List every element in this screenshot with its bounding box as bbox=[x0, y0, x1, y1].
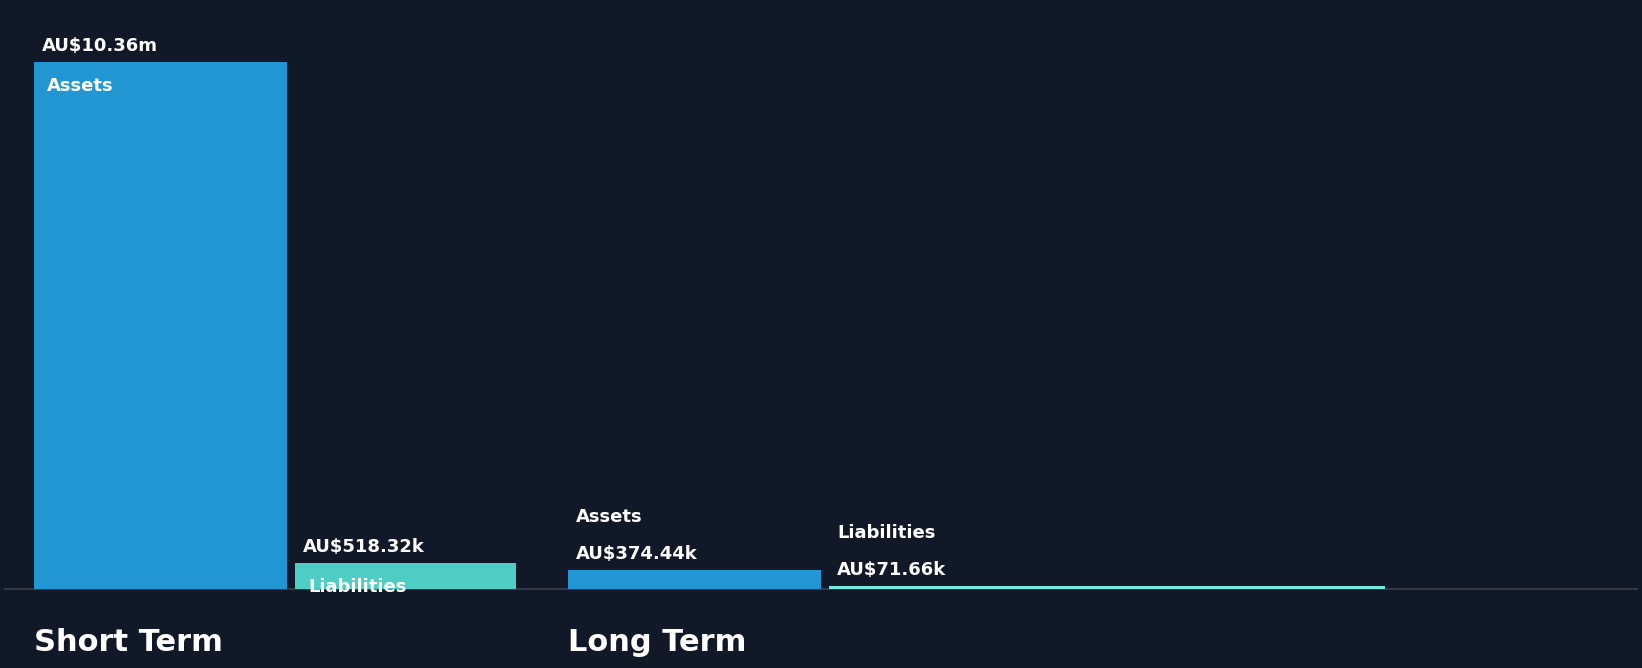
Text: Short Term: Short Term bbox=[33, 628, 222, 657]
FancyBboxPatch shape bbox=[829, 586, 1384, 589]
Text: AU$71.66k: AU$71.66k bbox=[837, 560, 946, 578]
Text: Assets: Assets bbox=[46, 77, 113, 95]
Text: AU$518.32k: AU$518.32k bbox=[304, 538, 425, 556]
FancyBboxPatch shape bbox=[33, 62, 287, 589]
FancyBboxPatch shape bbox=[296, 563, 516, 589]
Text: AU$374.44k: AU$374.44k bbox=[576, 545, 698, 563]
Text: Liabilities: Liabilities bbox=[837, 524, 936, 542]
Text: Long Term: Long Term bbox=[568, 628, 745, 657]
FancyBboxPatch shape bbox=[568, 570, 821, 589]
Text: AU$10.36m: AU$10.36m bbox=[41, 37, 158, 55]
Text: Liabilities: Liabilities bbox=[309, 578, 407, 596]
Text: Assets: Assets bbox=[576, 508, 642, 526]
